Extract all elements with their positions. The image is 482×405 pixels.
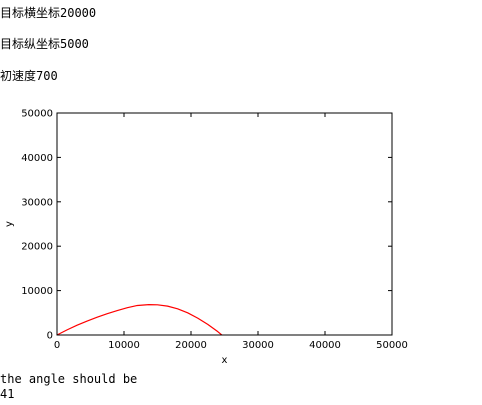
x-axis-label: x: [222, 355, 228, 366]
trajectory-line: [56, 303, 223, 336]
result-label: the angle should be: [0, 372, 138, 386]
plot-area: [57, 113, 392, 335]
series-layer: [56, 303, 223, 336]
y-tick-label: 30000: [21, 197, 53, 208]
x-tick-label: 50000: [376, 340, 408, 351]
y-tick-label: 0: [47, 331, 53, 342]
y-axis-ticks: 0 10000 20000 30000 40000 50000: [21, 109, 392, 342]
output-line-initial-velocity: 初速度700: [0, 69, 58, 83]
x-tick-label: 10000: [108, 340, 140, 351]
x-tick-label: 20000: [175, 340, 207, 351]
x-tick-label: 40000: [309, 340, 341, 351]
x-tick-label: 0: [54, 340, 60, 351]
y-tick-label: 40000: [21, 153, 53, 164]
y-tick-label: 50000: [21, 109, 53, 120]
output-line-target-x: 目标横坐标20000: [0, 6, 97, 20]
output-line-target-y: 目标纵坐标5000: [0, 37, 89, 51]
y-tick-label: 10000: [21, 286, 53, 297]
result-angle-value: 41: [0, 387, 15, 401]
trajectory-plot: 0 10000 20000 30000 40000 50000 0 10000 20000 30…: [4, 109, 408, 367]
x-tick-label: 30000: [242, 340, 274, 351]
y-axis-label: y: [4, 221, 15, 227]
plot-frame: [56, 112, 393, 336]
y-tick-label: 20000: [21, 242, 53, 253]
